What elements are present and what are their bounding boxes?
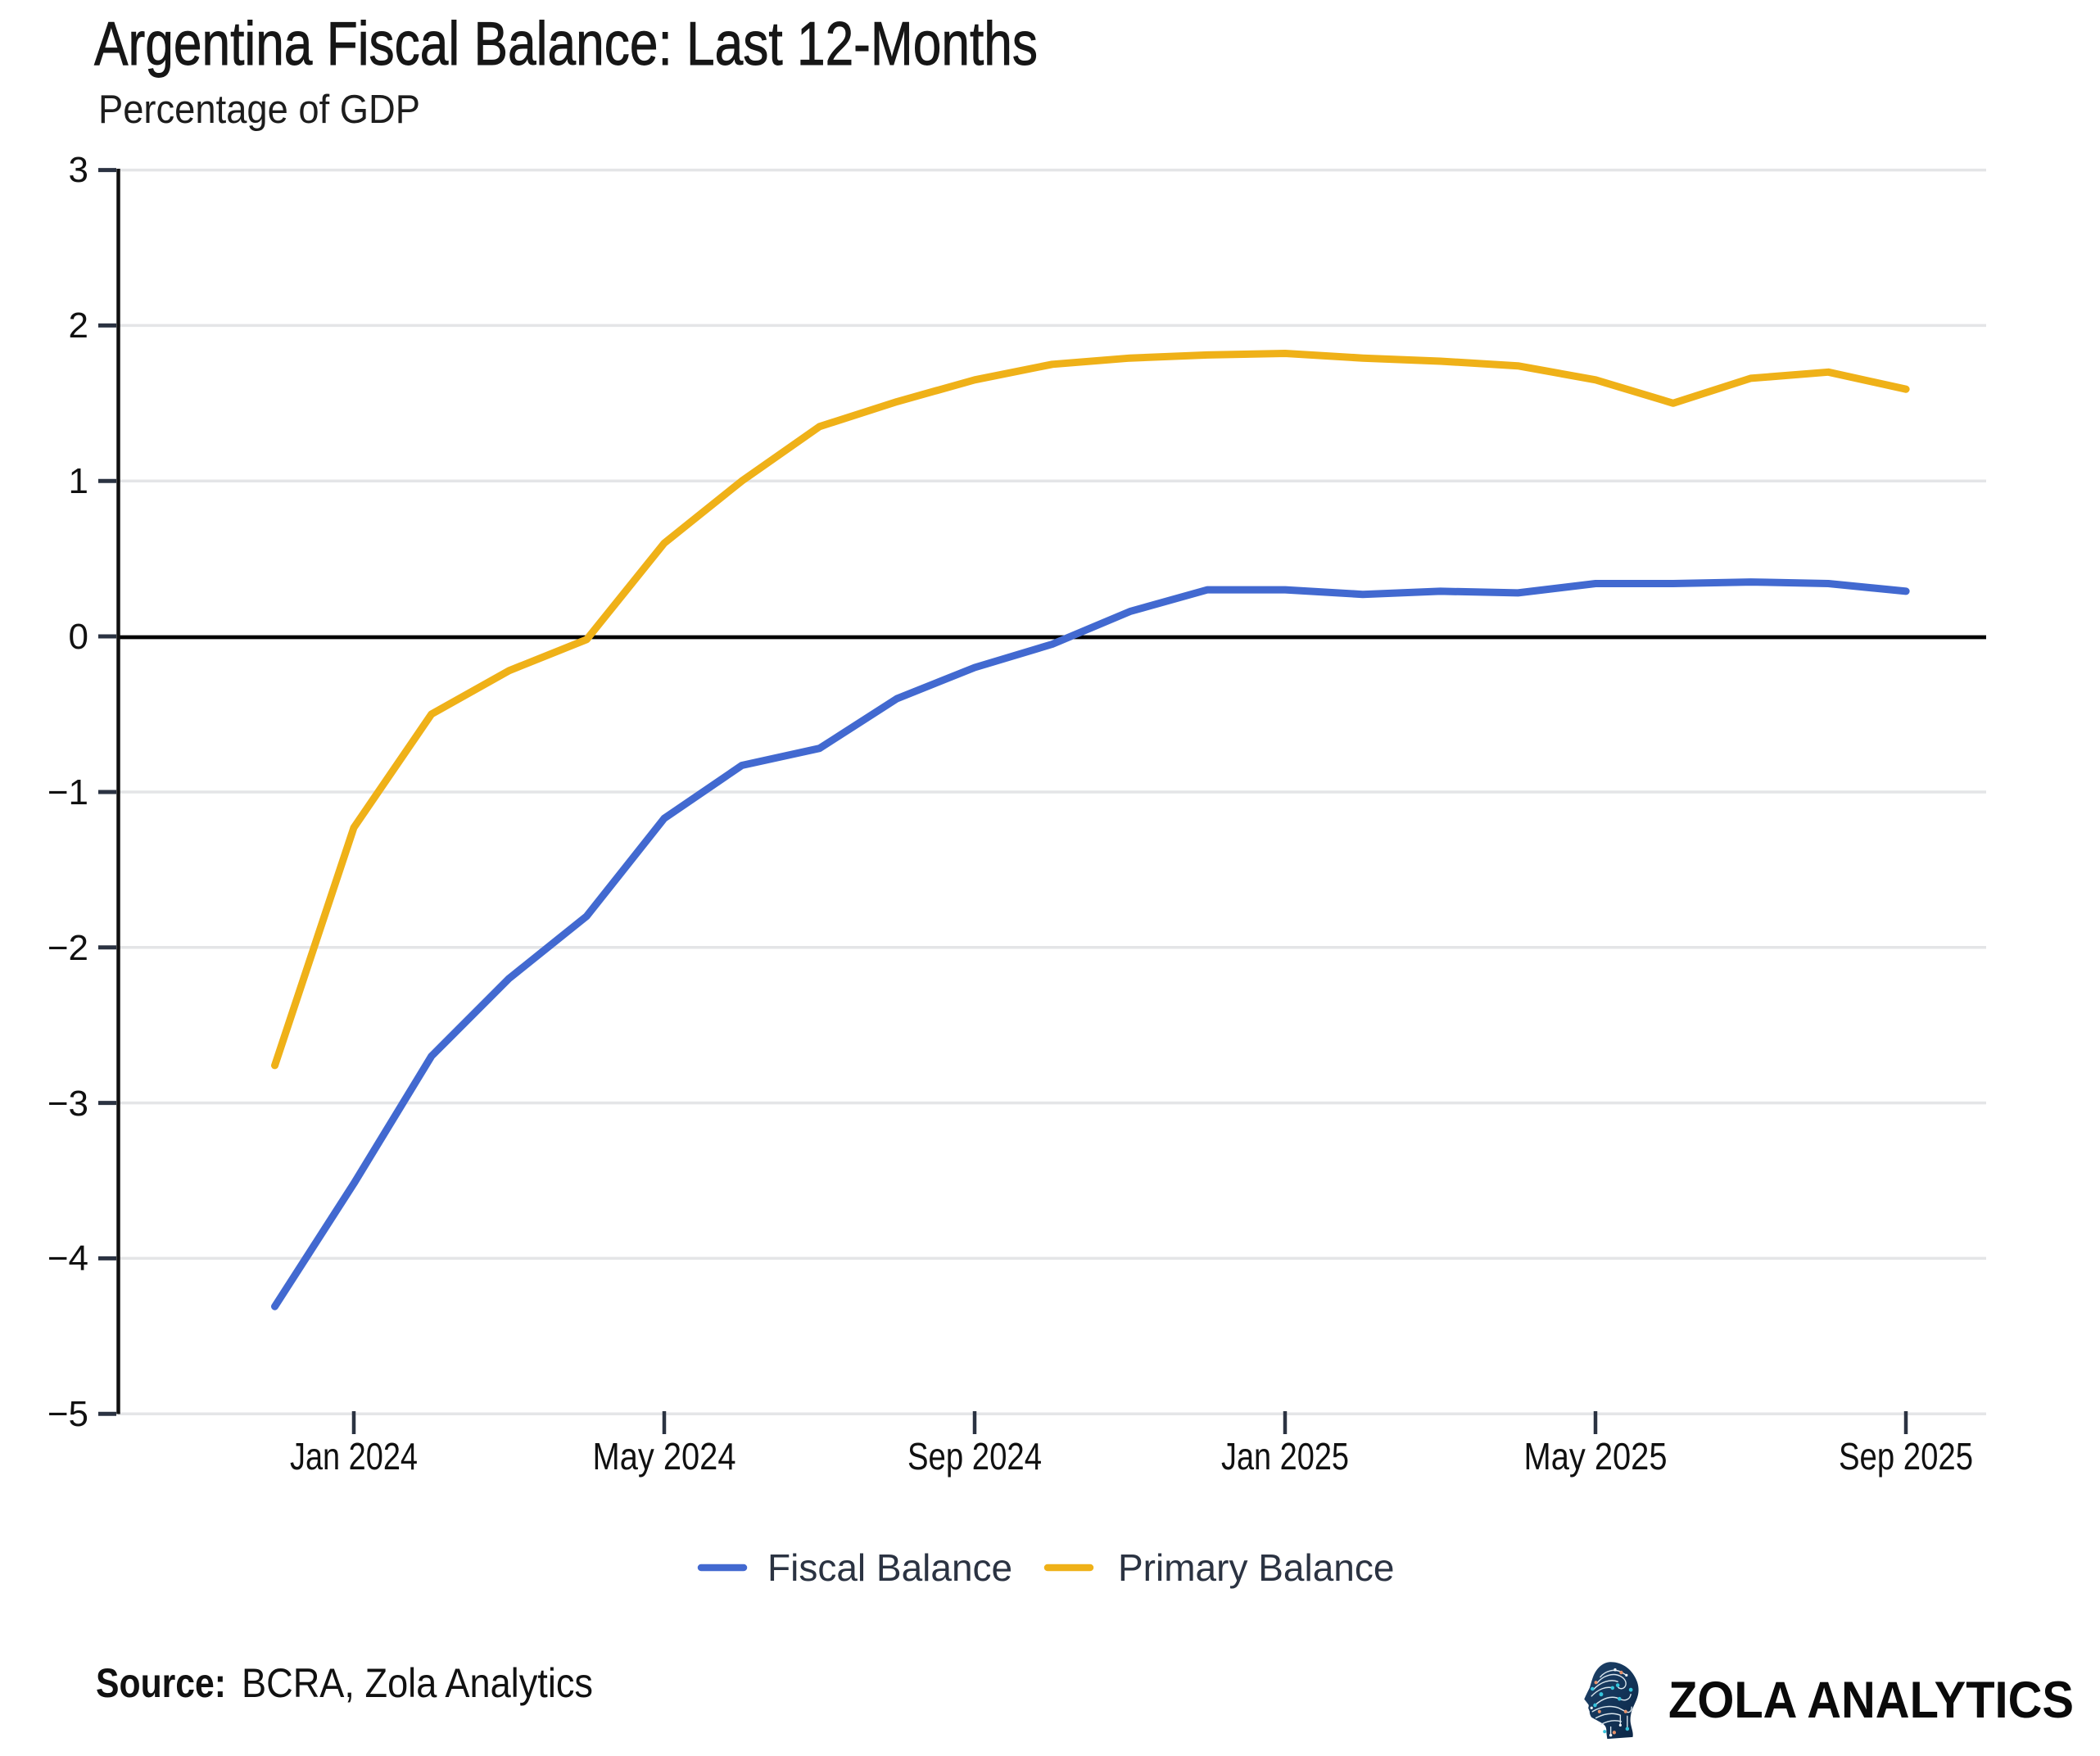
- svg-text:Argentina Fiscal Balance: Last: Argentina Fiscal Balance: Last 12-Months: [94, 9, 1038, 78]
- svg-text:Jan 2024: Jan 2024: [290, 1435, 418, 1478]
- svg-text:Fiscal Balance: Fiscal Balance: [767, 1546, 1012, 1589]
- svg-text:2: 2: [69, 305, 88, 346]
- svg-text:ZOLA ANALYTICS: ZOLA ANALYTICS: [1668, 1672, 2074, 1729]
- svg-text:Jan 2025: Jan 2025: [1221, 1435, 1349, 1478]
- svg-text:3: 3: [69, 150, 88, 190]
- svg-text:−3: −3: [48, 1084, 88, 1124]
- svg-text:BCRA, Zola Analytics: BCRA, Zola Analytics: [242, 1660, 593, 1706]
- svg-text:0: 0: [69, 617, 88, 657]
- svg-text:−2: −2: [48, 928, 88, 968]
- svg-text:Source:: Source:: [96, 1660, 226, 1706]
- svg-text:−4: −4: [48, 1238, 88, 1279]
- svg-text:May 2024: May 2024: [593, 1435, 736, 1478]
- svg-text:Primary Balance: Primary Balance: [1118, 1546, 1394, 1589]
- svg-text:−5: −5: [48, 1394, 88, 1434]
- svg-text:May 2025: May 2025: [1524, 1435, 1668, 1478]
- svg-text:1: 1: [69, 461, 88, 501]
- svg-text:Percentage of GDP: Percentage of GDP: [98, 88, 420, 132]
- svg-text:Sep 2025: Sep 2025: [1839, 1435, 1973, 1478]
- svg-text:−1: −1: [48, 772, 88, 812]
- svg-text:Sep 2024: Sep 2024: [907, 1435, 1042, 1478]
